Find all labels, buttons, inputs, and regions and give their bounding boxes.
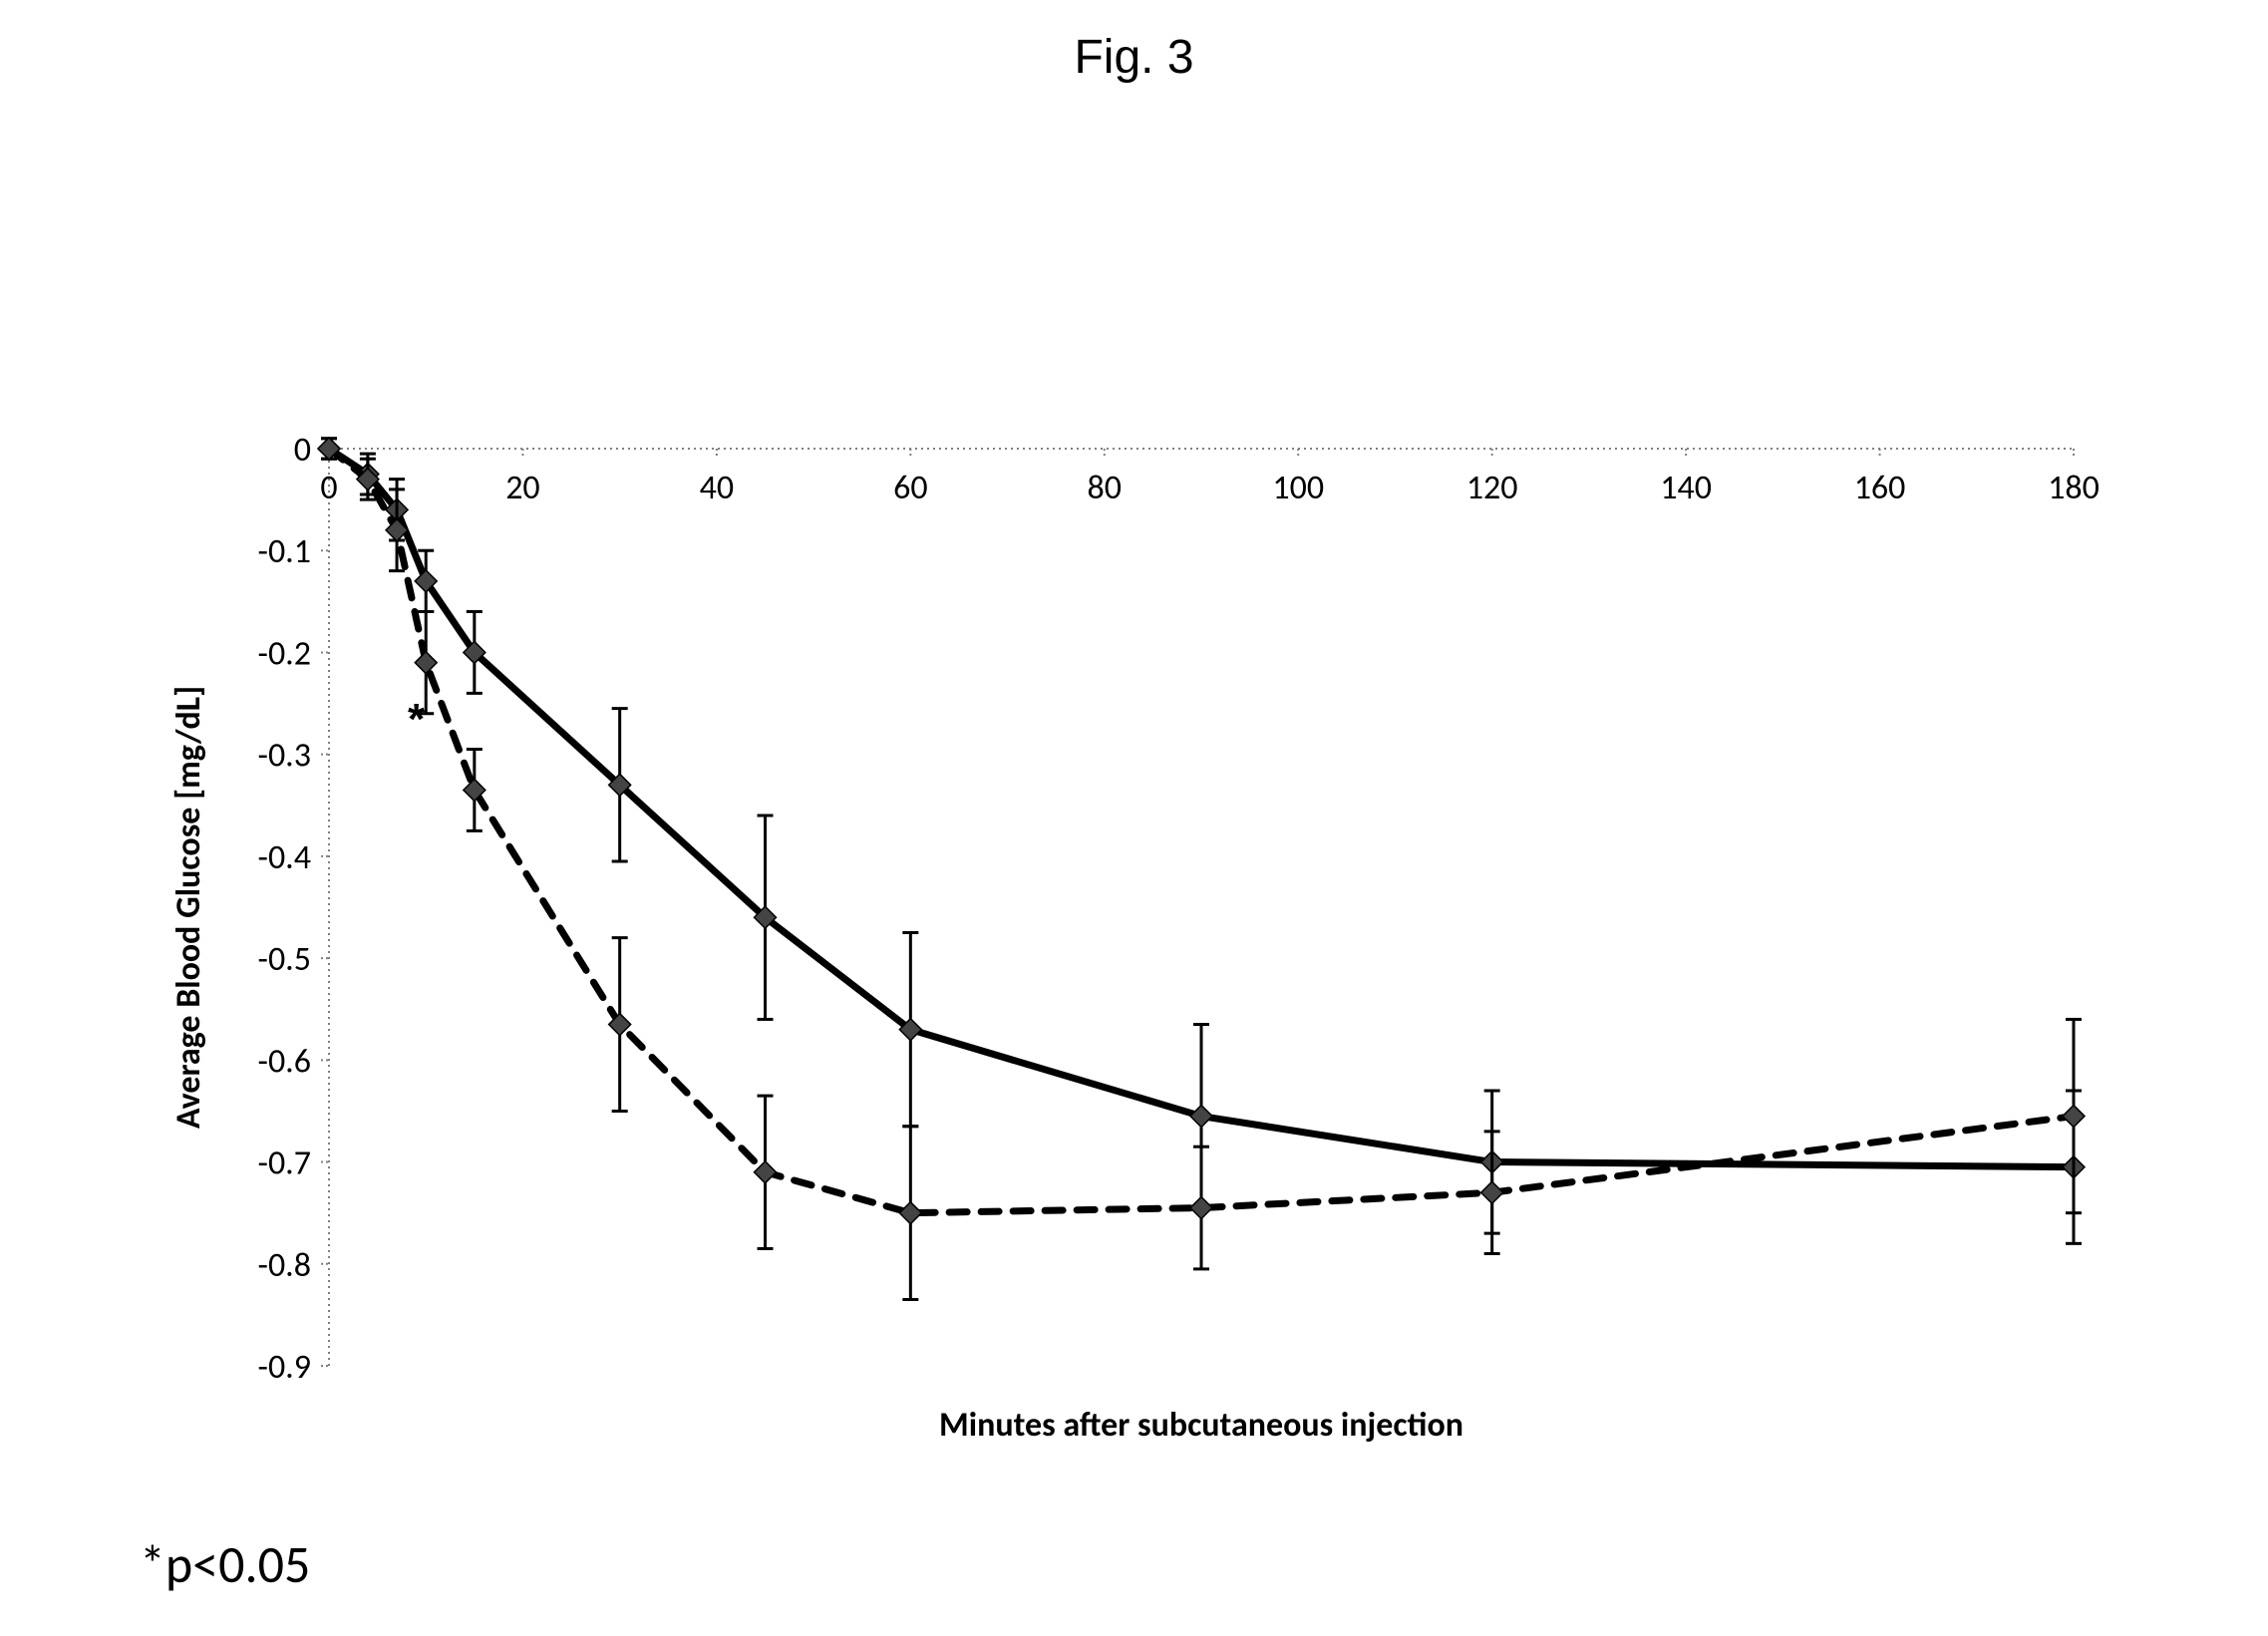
chart-svg: 0-0.1-0.2-0.3-0.4-0.5-0.6-0.7-0.8-0.9020…	[160, 419, 2104, 1466]
svg-text:80: 80	[1088, 468, 1122, 508]
svg-text:140: 140	[1660, 468, 1712, 508]
svg-text:*: *	[408, 695, 426, 744]
svg-text:160: 160	[1854, 468, 1906, 508]
footnote: *p<0.05	[140, 1532, 310, 1596]
page: Fig. 3 0-0.1-0.2-0.3-0.4-0.5-0.6-0.7-0.8…	[0, 0, 2268, 1636]
svg-text:Minutes after subcutaneous inj: Minutes after subcutaneous injection	[939, 1405, 1463, 1446]
svg-text:-0.5: -0.5	[258, 939, 311, 980]
chart-container: 0-0.1-0.2-0.3-0.4-0.5-0.6-0.7-0.8-0.9020…	[160, 419, 2104, 1466]
svg-text:-0.9: -0.9	[258, 1347, 311, 1388]
figure-title: Fig. 3	[0, 30, 2268, 85]
svg-text:-0.8: -0.8	[258, 1245, 311, 1286]
svg-text:-0.3: -0.3	[258, 736, 311, 777]
svg-text:60: 60	[893, 468, 927, 508]
svg-text:20: 20	[505, 468, 539, 508]
svg-text:-0.1: -0.1	[258, 531, 311, 572]
svg-text:-0.2: -0.2	[258, 633, 311, 674]
svg-text:0: 0	[320, 468, 337, 508]
svg-text:-0.4: -0.4	[258, 837, 311, 878]
svg-text:100: 100	[1272, 468, 1324, 508]
svg-text:40: 40	[700, 468, 734, 508]
svg-text:Average Blood Glucose [mg/dL]: Average Blood Glucose [mg/dL]	[168, 686, 209, 1129]
svg-text:0: 0	[294, 430, 311, 471]
svg-text:-0.7: -0.7	[258, 1144, 311, 1184]
svg-text:180: 180	[2048, 468, 2100, 508]
svg-text:120: 120	[1466, 468, 1518, 508]
svg-text:-0.6: -0.6	[258, 1041, 311, 1082]
